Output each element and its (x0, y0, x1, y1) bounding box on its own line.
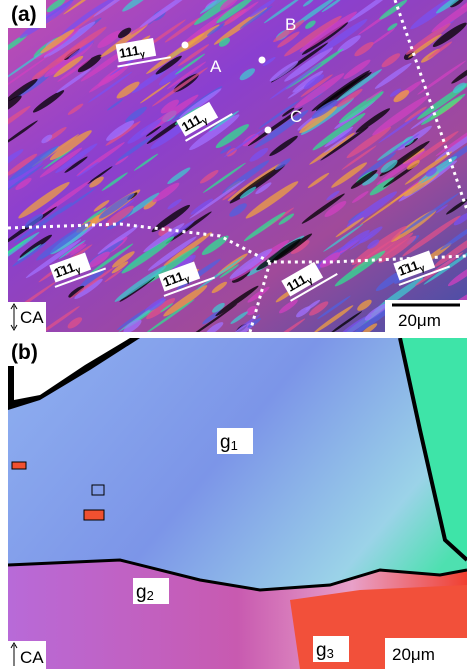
grain-name: g (136, 582, 147, 603)
grain-sub: 1 (231, 438, 238, 453)
grain-name: g (316, 640, 327, 661)
point-label: B (285, 15, 296, 34)
point-marker (265, 127, 272, 134)
point-marker (259, 57, 266, 64)
panel-b-map (8, 338, 467, 669)
point-marker (182, 42, 189, 49)
panel-a-map (0, 0, 467, 345)
panel-label: (b) (11, 341, 38, 364)
point-label: A (210, 57, 222, 76)
grain-name: g (220, 432, 231, 453)
grain-sub: 3 (327, 646, 334, 661)
axis-label: CA (20, 308, 44, 327)
scale-label: 20μm (392, 645, 435, 664)
point-label: C (290, 107, 302, 126)
grain-sub: 2 (147, 588, 154, 603)
panel-label: (a) (11, 3, 37, 26)
scale-label: 20μm (398, 311, 441, 330)
page: (a)ABC111γ111γ1̄11γ1̄11γ111γ1̄11γCA20μm(… (0, 0, 467, 669)
axis-label: CA (20, 648, 44, 667)
figure: (a)ABC111γ111γ1̄11γ1̄11γ111γ1̄11γCA20μm(… (0, 0, 467, 669)
